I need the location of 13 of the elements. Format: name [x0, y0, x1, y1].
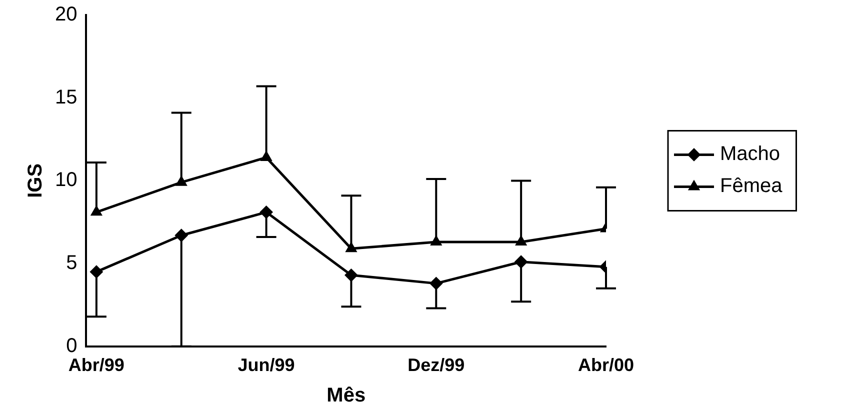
y-tick-label: 5 [66, 252, 78, 274]
x-tick-label: Abr/00 [578, 355, 634, 376]
x-tick-label: Dez/99 [408, 355, 465, 376]
x-axis-title: Mês [326, 384, 366, 407]
y-tick-label: 20 [54, 4, 78, 26]
legend-label: Fêmea [720, 175, 784, 198]
x-tick-label: Jun/99 [238, 355, 295, 376]
y-tick-label: 0 [66, 334, 78, 357]
y-tick-label: 10 [54, 169, 78, 192]
y-tick-label: 15 [54, 86, 78, 108]
x-tick-label: Abr/99 [68, 355, 124, 376]
legend-label: Macho [720, 143, 780, 166]
y-axis-title: IGS [24, 163, 47, 198]
